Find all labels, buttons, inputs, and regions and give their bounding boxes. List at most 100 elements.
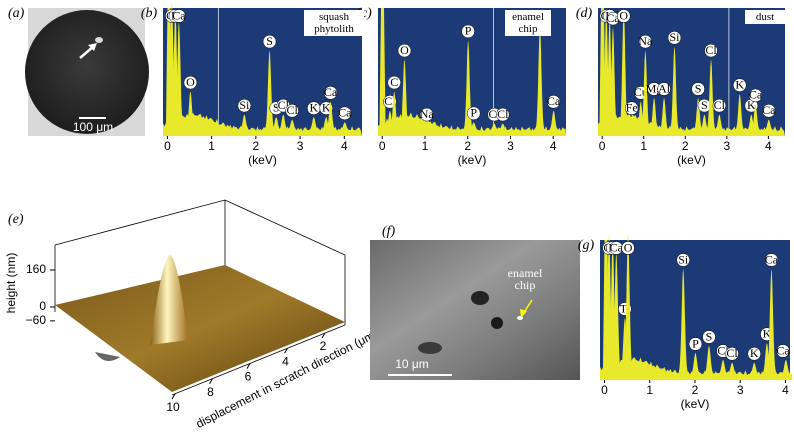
x-tick-label: 2 [253, 139, 260, 153]
x-tick-label: 3 [723, 139, 730, 153]
x-tick-label: 2 [320, 339, 327, 353]
x-tick-label: 1 [640, 139, 647, 153]
x-tick [284, 347, 288, 354]
sem-image [370, 240, 580, 380]
peak-label: S [266, 34, 273, 48]
peak [617, 8, 630, 136]
peak-label-bg [702, 330, 716, 344]
peak [765, 269, 778, 380]
peak [779, 360, 793, 380]
phytolith [95, 37, 103, 43]
peak [618, 318, 632, 380]
peak-label-bg [323, 86, 338, 100]
peak-label-bg [338, 106, 352, 121]
peak-label-bg [466, 106, 481, 121]
x-tick [171, 393, 176, 400]
peak-label: P [470, 106, 477, 120]
peak [625, 117, 638, 136]
peak-label: S [701, 98, 708, 112]
x-tick-label: 3 [737, 383, 744, 397]
peak-label: Ti [620, 301, 631, 315]
peak [533, 27, 546, 137]
peak-label-bg [624, 101, 639, 115]
z-tick-label: 0 [39, 299, 46, 313]
peak-label-bg [688, 337, 703, 351]
x-tick-label: 3 [507, 139, 514, 153]
peak-label-bg [172, 9, 186, 23]
peak [420, 123, 433, 136]
peak [606, 243, 619, 380]
peak [692, 98, 704, 136]
peak [398, 59, 411, 136]
x-tick-label: 0 [601, 383, 608, 397]
x-tick-label: 4 [782, 383, 789, 397]
peak-label: O [400, 43, 409, 57]
peak-label-bg [704, 43, 718, 58]
peak [547, 110, 560, 136]
peak-label-bg [546, 95, 561, 109]
peak [713, 114, 726, 136]
peak-label-bg [262, 34, 277, 49]
peak [602, 234, 616, 380]
annotation: squash phytolith [304, 10, 364, 36]
peak [702, 346, 716, 380]
peak-label-bg [676, 253, 690, 267]
peak-label-bg [183, 75, 198, 90]
peak [609, 253, 623, 380]
peak-label: S [695, 81, 702, 95]
peak-label-bg [285, 104, 299, 118]
panel-label: (e) [8, 212, 24, 227]
peak-label-bg [237, 98, 252, 113]
x-tick-label: 2 [464, 139, 471, 153]
annotation: dust [745, 10, 785, 24]
z-axis-label: height (nm) [4, 253, 18, 314]
peak-label: O [624, 240, 633, 254]
peak-label: Na [420, 107, 435, 121]
x-tick-label: 10 [166, 400, 180, 414]
peak [324, 101, 337, 136]
x-axis-line [171, 324, 346, 396]
peak-label: O [619, 8, 628, 22]
afm-shadow [95, 352, 120, 361]
sem-pit [418, 342, 442, 354]
peak-label: Ca [610, 240, 624, 254]
peak-label-bg [762, 104, 776, 118]
afm-surface [55, 265, 345, 392]
peak-label: Ca [762, 103, 776, 117]
peak-label-bg [691, 82, 705, 96]
sem-pit [471, 291, 489, 305]
peak [263, 50, 276, 136]
panel-label: (a) [8, 6, 25, 21]
peak [462, 40, 475, 136]
sem-pit [491, 317, 503, 329]
peak-label-bg [617, 9, 631, 23]
peak-label: Cl [714, 98, 726, 112]
x-tick-label: 3 [297, 139, 304, 153]
peak [749, 104, 762, 136]
arrow-head [520, 309, 527, 318]
box-edge [54, 199, 346, 256]
peak [676, 269, 690, 380]
x-tick-label: 2 [692, 383, 699, 397]
z-tick-label: 160 [26, 262, 46, 276]
peak [648, 98, 660, 136]
x-tick [321, 332, 326, 339]
x-tick-label: 8 [207, 385, 214, 399]
panel-label: (f) [382, 224, 396, 239]
peak [689, 353, 702, 380]
peak [607, 27, 619, 137]
peak-label-bg [667, 31, 682, 45]
peak [307, 117, 320, 136]
peak-label: Si [678, 252, 689, 266]
peak-label: Ca [606, 11, 620, 25]
x-axis-label: (keV) [677, 153, 706, 167]
x-tick-label: 1 [422, 139, 429, 153]
peak [338, 122, 351, 136]
x-tick-label: 0 [379, 139, 386, 153]
z-tick-label: −60 [26, 313, 47, 327]
peak-label-bg [764, 253, 779, 267]
peak [184, 91, 197, 136]
peak-label: Si [239, 98, 250, 112]
x-tick-label: 1 [208, 139, 215, 153]
